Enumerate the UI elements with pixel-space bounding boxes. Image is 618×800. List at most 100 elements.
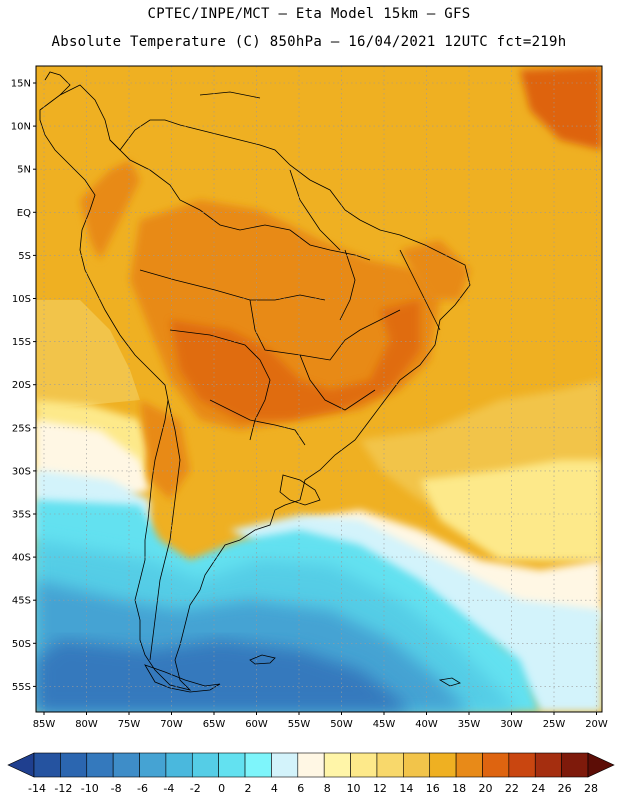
colorbar-swatch xyxy=(350,752,378,778)
colorbar-label: 18 xyxy=(452,782,466,795)
lat-label: 45S xyxy=(12,596,31,607)
lon-label: 30W xyxy=(500,719,523,730)
colorbar-label: 10 xyxy=(347,782,361,795)
border-paraguay xyxy=(209,399,306,446)
lon-label: 65W xyxy=(203,719,226,730)
colorbar-swatch xyxy=(455,752,483,778)
lat-label: 10S xyxy=(12,294,31,305)
field-atlantic-hot xyxy=(520,66,602,150)
field-andes-north xyxy=(80,160,140,260)
field-pacific-west xyxy=(36,300,140,410)
colorbar-label: 12 xyxy=(373,782,387,795)
lon-label: 40W xyxy=(415,719,438,730)
colorbar-swatch xyxy=(534,752,562,778)
lat-label: 55S xyxy=(12,682,31,693)
colorbar-label: 8 xyxy=(324,782,331,795)
colorbar: -14 -12 -10 -8 -6 -4 -2 0 2 4 6 8 10 12 14 16 18 20 22 24 26… xyxy=(7,752,615,795)
colorbar-label: 28 xyxy=(584,782,598,795)
colorbar-max-triangle xyxy=(587,752,615,778)
uruguay-outline xyxy=(279,474,321,506)
colorbar-label: -14 xyxy=(28,782,46,795)
lon-label: 85W xyxy=(33,719,56,730)
colorbar-swatch xyxy=(403,752,431,778)
lat-label: 15N xyxy=(11,79,31,90)
field-north-ocean xyxy=(36,66,602,360)
lat-label: 40S xyxy=(12,553,31,564)
colorbar-label: 2 xyxy=(245,782,252,795)
colorbar-label: 24 xyxy=(531,782,545,795)
colorbar-swatch xyxy=(165,752,193,778)
coastlines xyxy=(39,71,471,693)
lon-label: 75W xyxy=(118,719,141,730)
lon-label: 20W xyxy=(585,719,608,730)
border-bolivia xyxy=(169,329,271,441)
field-northeast-warm xyxy=(400,240,470,300)
colorbar-label: 22 xyxy=(505,782,519,795)
lon-label: 60W xyxy=(245,719,268,730)
colorbar-swatch xyxy=(112,752,140,778)
colorbar-swatch xyxy=(244,752,272,778)
south-america-outline xyxy=(39,84,471,691)
central-america-outline xyxy=(44,71,71,96)
lon-label: 50W xyxy=(330,719,353,730)
colorbar-swatch xyxy=(191,752,219,778)
lat-label: 20S xyxy=(12,380,31,391)
latitude-labels: 15N 10N 5N EQ 5S 10S 15S 20S 25S 30S 35S 40S 45S 50S 5… xyxy=(11,79,36,693)
chart-title-line-2: Absolute Temperature (C) 850hPa – 16/04/… xyxy=(51,34,567,50)
lon-label: 45W xyxy=(373,719,396,730)
colorbar-label: 26 xyxy=(558,782,572,795)
border-north xyxy=(109,139,371,261)
chart-title-line-1: CPTEC/INPE/MCT – Eta Model 15km – GFS xyxy=(147,6,471,22)
lat-label: 5N xyxy=(17,165,31,176)
lat-label: 10N xyxy=(11,122,31,133)
border-brazil-states-3 xyxy=(339,249,356,321)
tierra-del-fuego-outline xyxy=(144,664,221,693)
colorbar-swatch xyxy=(376,752,404,778)
colorbar-swatch xyxy=(482,752,510,778)
lat-label: 15S xyxy=(12,337,31,348)
border-brazil-states-1 xyxy=(249,299,401,361)
colorbar-label: 0 xyxy=(218,782,225,795)
colorbar-swatch xyxy=(86,752,114,778)
colorbar-label: -4 xyxy=(163,782,174,795)
colorbar-swatch xyxy=(297,752,325,778)
field-continent-hot xyxy=(170,300,420,420)
field-atlantic-yellow xyxy=(420,460,602,560)
colorbar-swatch xyxy=(60,752,88,778)
longitude-labels: 85W 80W 75W 70W 65W 60W 55W 50W 45W 40W 35W 30W 25W 2… xyxy=(33,712,608,730)
colorbar-label: 20 xyxy=(478,782,492,795)
colorbar-min-triangle xyxy=(7,752,35,778)
lon-label: 55W xyxy=(288,719,311,730)
caribbean-islands xyxy=(199,91,261,99)
field-darkblue xyxy=(36,640,410,712)
colorbar-label: 16 xyxy=(426,782,440,795)
colorbar-swatch xyxy=(271,752,299,778)
colorbar-label: -8 xyxy=(111,782,122,795)
south-georgia-outline xyxy=(438,677,461,687)
border-brazil-states-4 xyxy=(399,249,441,331)
colorbar-swatch xyxy=(561,752,589,778)
colorbar-label: -10 xyxy=(81,782,99,795)
lon-label: 70W xyxy=(160,719,183,730)
falklands-outline xyxy=(249,654,276,665)
colorbar-label: 6 xyxy=(297,782,304,795)
colorbar-label: -6 xyxy=(137,782,148,795)
colorbar-swatch xyxy=(33,752,61,778)
colorbar-swatch xyxy=(508,752,536,778)
lat-label: 35S xyxy=(12,510,31,521)
lat-label: 50S xyxy=(12,639,31,650)
colorbar-label: 14 xyxy=(399,782,413,795)
lat-label: 5S xyxy=(18,251,31,262)
colorbar-swatch xyxy=(218,752,246,778)
colorbar-label: -12 xyxy=(54,782,72,795)
colorbar-swatch xyxy=(323,752,351,778)
lat-label: 30S xyxy=(12,466,31,477)
lat-label: EQ xyxy=(17,208,31,219)
lat-label: 25S xyxy=(12,423,31,434)
colorbar-swatch xyxy=(139,752,167,778)
colorbar-label: -2 xyxy=(190,782,201,795)
border-guianas xyxy=(289,169,341,251)
lon-label: 35W xyxy=(458,719,481,730)
lon-label: 25W xyxy=(543,719,566,730)
